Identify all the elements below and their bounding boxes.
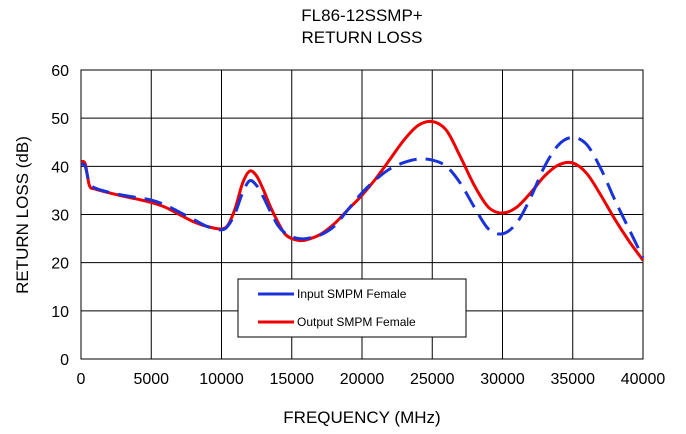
x-tick-label: 40000 <box>621 371 666 388</box>
series-line-0 <box>80 135 645 259</box>
y-axis-label: RETURN LOSS (dB) <box>13 136 32 294</box>
x-axis-ticks: 0 5000 10000 15000 20000 25000 30000 35000 40000 <box>77 371 666 388</box>
x-tick-label: 25000 <box>410 371 455 388</box>
y-axis-ticks: 0 10 20 30 40 50 60 <box>51 63 69 369</box>
y-tick-label: 10 <box>51 304 69 321</box>
x-tick-label: 35000 <box>551 371 596 388</box>
x-tick-label: 30000 <box>480 371 525 388</box>
x-tick-label: 20000 <box>340 371 385 388</box>
x-tick-label: 15000 <box>270 371 315 388</box>
legend: Input SMPM Female Output SMPM Female <box>237 278 467 338</box>
y-tick-label: 20 <box>51 256 69 273</box>
chart-title: FL86-12SSMP+ <box>301 6 422 25</box>
legend-label-0: Input SMPM Female <box>297 287 407 301</box>
y-tick-label: 30 <box>51 208 69 225</box>
series-lines <box>80 119 645 262</box>
y-tick-label: 60 <box>51 63 69 80</box>
chart-subtitle: RETURN LOSS <box>302 28 423 47</box>
y-tick-label: 50 <box>51 111 69 128</box>
x-tick-label: 0 <box>77 371 86 388</box>
x-tick-label: 5000 <box>133 371 169 388</box>
legend-label-1: Output SMPM Female <box>297 315 416 329</box>
legend-box <box>237 278 467 338</box>
x-tick-label: 10000 <box>199 371 244 388</box>
plot-area-frame <box>80 69 644 360</box>
x-axis-label: FREQUENCY (MHz) <box>283 408 440 427</box>
y-tick-label: 0 <box>60 352 69 369</box>
y-tick-label: 40 <box>51 159 69 176</box>
